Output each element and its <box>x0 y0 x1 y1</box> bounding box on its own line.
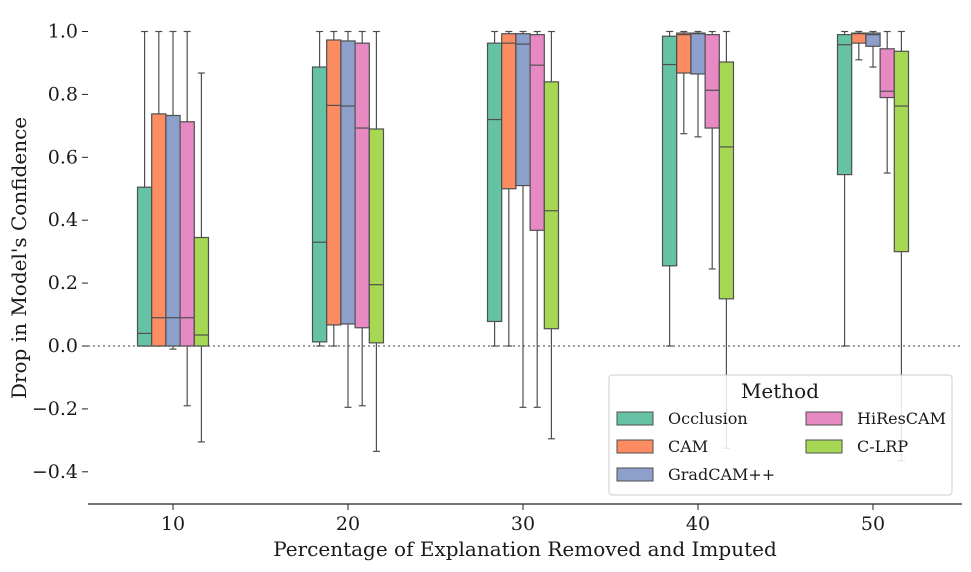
box-iqr <box>368 128 385 344</box>
box-iqr <box>311 66 328 343</box>
box-hirescam-10 <box>179 30 195 407</box>
legend-frame <box>608 374 953 496</box>
box-iqr <box>543 81 560 330</box>
box-gradcam--40 <box>690 30 706 138</box>
legend-label-c-lrp: C-LRP <box>857 437 908 456</box>
box-hirescam-50 <box>879 30 895 174</box>
box-iqr <box>690 32 706 75</box>
box-iqr <box>136 186 153 347</box>
box-gradcam--10 <box>165 30 181 350</box>
box-iqr <box>851 32 867 44</box>
box-iqr <box>718 61 735 300</box>
box-cam-50 <box>851 30 867 61</box>
box-occlusion-50 <box>836 30 853 347</box>
legend-swatch-occlusion <box>616 411 654 426</box>
box-iqr <box>529 34 545 231</box>
box-iqr <box>676 32 692 74</box>
legend-swatch-c-lrp <box>805 439 843 454</box>
legend-label-hirescam: HiResCAM <box>857 409 946 428</box>
box-hirescam-40 <box>704 30 720 270</box>
legend-label-occlusion: Occlusion <box>668 409 748 428</box>
box-iqr <box>179 121 195 347</box>
box-occlusion-10 <box>136 30 153 347</box>
legend: Method Occlusion CAM GradCAM++ HiResCAM C-LR… <box>608 374 953 496</box>
x-tick-label: 20 <box>336 513 360 535</box>
box-iqr <box>879 48 895 99</box>
y-tick-label: 0.8 <box>48 83 78 105</box>
box-iqr <box>661 35 678 267</box>
box-iqr <box>486 42 503 323</box>
box-iqr <box>193 236 210 347</box>
axes-group: −0.4 −0.2 0.0 0.2 0.4 0.6 0.8 1.0 10 20 30 40 50 <box>32 21 962 535</box>
x-axis-title: Percentage of Explanation Removed and Im… <box>273 537 777 561</box>
legend-swatch-gradcam- <box>616 467 654 482</box>
box-cam-30 <box>501 30 517 347</box>
y-tick-label: 1.0 <box>48 21 78 43</box>
legend-swatch-hirescam <box>805 411 843 426</box>
box-iqr <box>893 50 910 253</box>
box-c-lrp-30 <box>543 30 560 440</box>
y-tick-label: 0.2 <box>48 272 78 294</box>
box-cam-10 <box>151 30 167 347</box>
x-tick-label: 10 <box>161 513 185 535</box>
y-axis-title: Drop in Model's Confidence <box>7 117 31 399</box>
box-gradcam--50 <box>865 30 881 68</box>
box-iqr <box>151 113 167 347</box>
box-c-lrp-10 <box>193 72 210 443</box>
legend-label-cam: CAM <box>668 437 708 456</box>
box-iqr <box>340 40 356 325</box>
y-tick-label: 0.4 <box>48 209 78 231</box>
box-cam-40 <box>676 30 692 135</box>
box-iqr <box>165 114 181 347</box>
box-occlusion-30 <box>486 30 503 347</box>
box-c-lrp-20 <box>368 30 385 452</box>
box-iqr <box>354 42 370 329</box>
x-tick-label: 40 <box>686 513 710 535</box>
legend-swatch-cam <box>616 439 654 454</box>
box-gradcam--20 <box>340 30 356 408</box>
x-tick-label: 50 <box>861 513 885 535</box>
box-iqr <box>326 39 342 326</box>
y-tick-label: 0.6 <box>48 146 78 168</box>
box-hirescam-20 <box>354 30 370 407</box>
legend-title: Method <box>741 379 819 403</box>
y-tick-label: −0.2 <box>32 398 78 420</box>
box-occlusion-20 <box>311 30 328 347</box>
box-c-lrp-50 <box>893 30 910 462</box>
box-iqr <box>501 33 517 190</box>
y-tick-label: −0.4 <box>32 461 78 483</box>
box-hirescam-30 <box>529 30 545 408</box>
box-iqr <box>865 32 881 47</box>
box-iqr <box>515 33 531 187</box>
box-gradcam--30 <box>515 30 531 408</box>
boxes-group <box>136 30 910 462</box>
box-cam-20 <box>326 30 342 347</box>
x-tick-label: 30 <box>511 513 535 535</box>
box-occlusion-40 <box>661 30 678 347</box>
box-iqr <box>704 34 720 129</box>
y-tick-label: 0.0 <box>48 335 78 357</box>
legend-label-gradcam-: GradCAM++ <box>668 465 775 484</box>
box-iqr <box>836 34 853 176</box>
